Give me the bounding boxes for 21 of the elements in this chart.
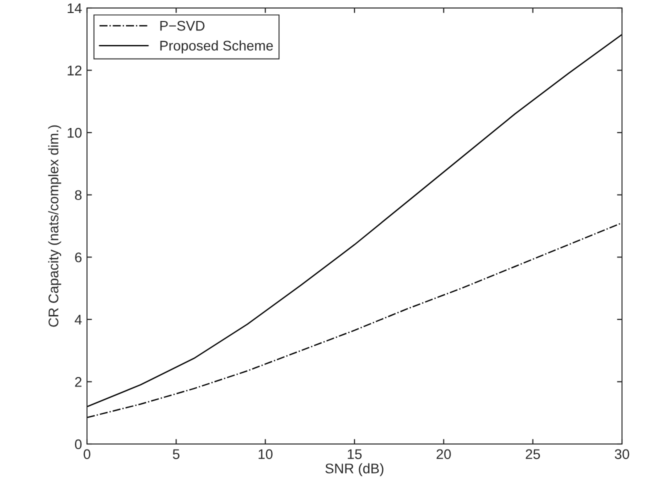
y-tick-label: 2 bbox=[75, 377, 82, 387]
y-tick-label: 14 bbox=[68, 3, 82, 14]
legend-label: P−SVD bbox=[160, 20, 204, 31]
x-tick-label: 25 bbox=[526, 449, 540, 460]
y-tick-label: 10 bbox=[68, 128, 82, 138]
x-tick-label: 10 bbox=[258, 449, 273, 460]
y-tick-label: 8 bbox=[75, 190, 82, 200]
x-axis-title: SNR (dB) bbox=[325, 463, 384, 476]
x-tick-label: 15 bbox=[348, 449, 362, 460]
x-tick-label: 30 bbox=[614, 449, 630, 460]
y-tick-label: 0 bbox=[74, 439, 82, 450]
y-tick-label: 12 bbox=[68, 66, 82, 76]
x-tick-label: 5 bbox=[172, 449, 180, 460]
y-tick-label: 6 bbox=[75, 252, 82, 262]
x-tick-label: 20 bbox=[436, 449, 451, 460]
line-series bbox=[87, 34, 622, 408]
y-axis-title: CR Capacity (nats/complex dim.) bbox=[48, 125, 62, 327]
legend-label: Proposed Scheme bbox=[160, 40, 273, 54]
y-tick-label: 4 bbox=[74, 314, 82, 324]
line-series bbox=[87, 222, 622, 418]
x-tick-label: 0 bbox=[84, 449, 90, 460]
